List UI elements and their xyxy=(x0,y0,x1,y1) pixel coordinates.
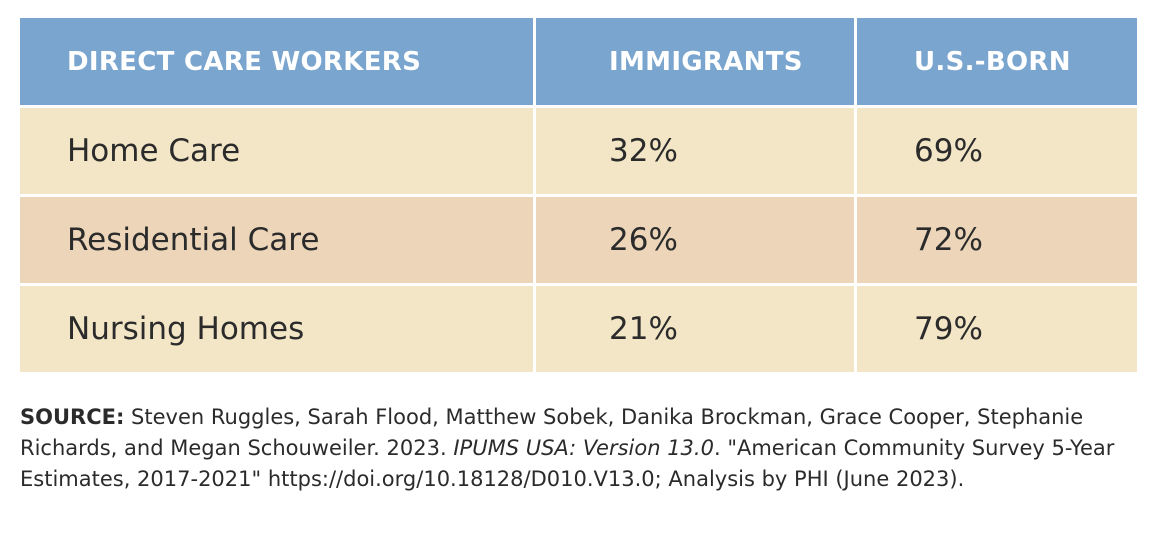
header-us-born: U.S.-BORN xyxy=(857,18,1137,105)
data-table: DIRECT CARE WORKERS IMMIGRANTS U.S.-BORN… xyxy=(20,18,1137,375)
column-divider xyxy=(533,286,536,372)
source-label: SOURCE: xyxy=(20,405,125,429)
source-text: Steven Ruggles, Sarah Flood, Matthew Sob… xyxy=(20,405,1084,460)
column-divider xyxy=(854,18,857,105)
source-text-continued: . "American Community Survey 5-Year Esti… xyxy=(20,436,1115,491)
header-immigrants: IMMIGRANTS xyxy=(536,18,854,105)
immigrants-value: 32% xyxy=(536,108,854,194)
table-header-row: DIRECT CARE WORKERS IMMIGRANTS U.S.-BORN xyxy=(20,18,1137,105)
column-divider xyxy=(533,18,536,105)
header-direct-care-workers: DIRECT CARE WORKERS xyxy=(20,18,533,105)
source-note: SOURCE: Steven Ruggles, Sarah Flood, Mat… xyxy=(20,402,1130,495)
row-label: Home Care xyxy=(20,108,533,194)
us-born-value: 72% xyxy=(857,197,1137,283)
table-row: Home Care 32% 69% xyxy=(20,108,1137,194)
column-divider xyxy=(533,108,536,194)
column-divider xyxy=(533,197,536,283)
column-divider xyxy=(854,286,857,372)
table-row: Nursing Homes 21% 79% xyxy=(20,286,1137,372)
us-born-value: 69% xyxy=(857,108,1137,194)
immigrants-value: 26% xyxy=(536,197,854,283)
row-label: Residential Care xyxy=(20,197,533,283)
source-dataset-title: IPUMS USA: Version 13.0 xyxy=(453,436,714,460)
us-born-value: 79% xyxy=(857,286,1137,372)
row-label: Nursing Homes xyxy=(20,286,533,372)
table-row: Residential Care 26% 72% xyxy=(20,197,1137,283)
column-divider xyxy=(854,108,857,194)
immigrants-value: 21% xyxy=(536,286,854,372)
column-divider xyxy=(854,197,857,283)
